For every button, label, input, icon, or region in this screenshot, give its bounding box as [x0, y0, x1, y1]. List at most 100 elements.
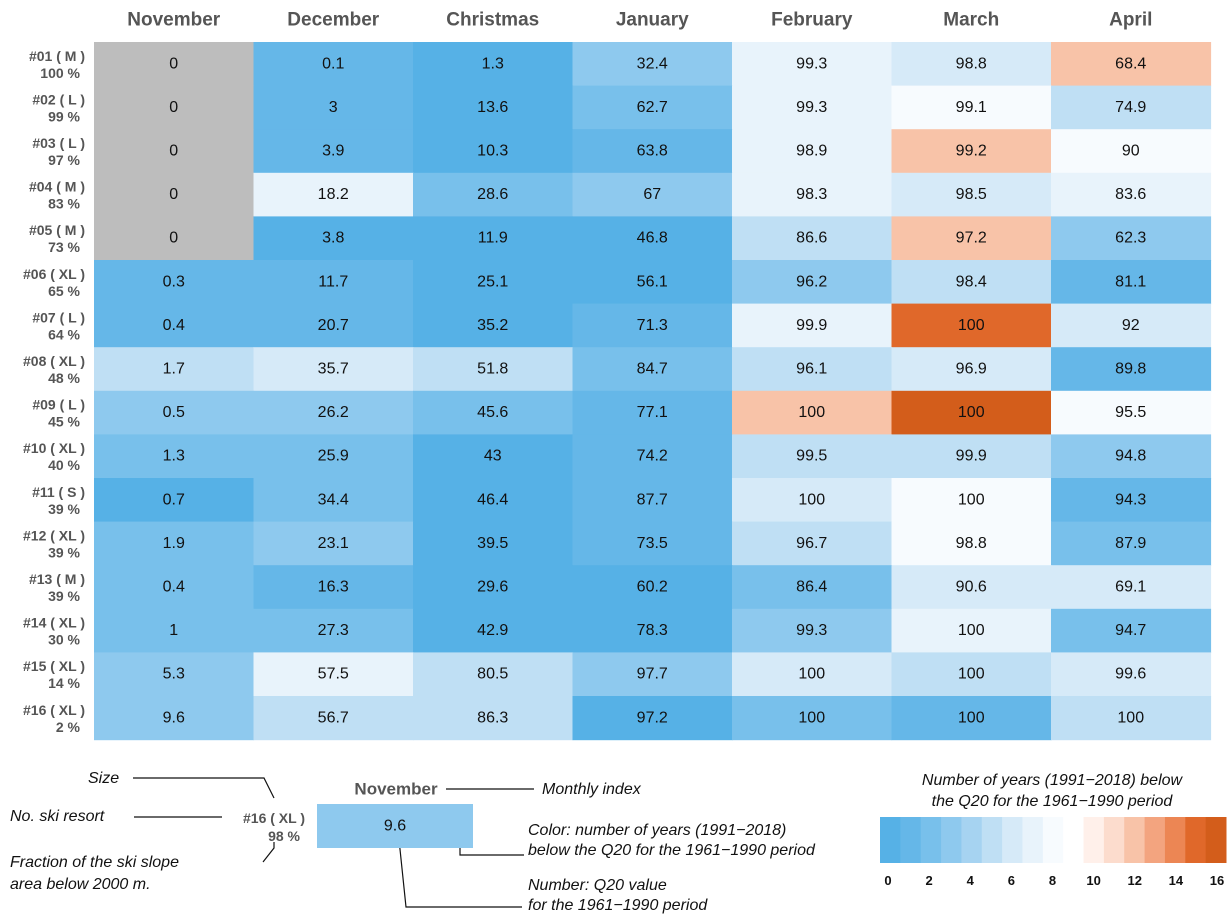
heatmap-cell [253, 652, 414, 697]
heatmap-cell [94, 478, 255, 523]
heatmap-cell [413, 303, 574, 348]
cell-value: 39.5 [477, 535, 508, 552]
colorbar-segment [1002, 817, 1023, 863]
heatmap-cell [572, 303, 733, 348]
color-label-line1: Color: number of years (1991−2018) [528, 822, 786, 839]
colorbar-segment [1124, 817, 1146, 863]
cell-value: 0.3 [163, 273, 185, 290]
colorbar-segment [1164, 817, 1186, 863]
heatmap-cell [253, 129, 414, 174]
heatmap-cell [572, 521, 733, 566]
colorbar-title-line1: Number of years (1991−2018) below [922, 772, 1184, 789]
cell-value: 63.8 [637, 143, 668, 160]
colorbar-segment [880, 817, 901, 863]
heatmap-cell [94, 390, 255, 435]
heatmap-cell [572, 608, 733, 653]
cell-value: 9.6 [163, 709, 185, 726]
column-label-april: April [1109, 10, 1152, 31]
heatmap-cell [891, 478, 1052, 523]
heatmap-cell [732, 303, 893, 348]
cell-value: 18.2 [318, 186, 349, 203]
cell-value: 87.7 [637, 491, 668, 508]
cell-value: 97.2 [637, 709, 668, 726]
heatmap-cell [413, 608, 574, 653]
cell-value: 98.9 [796, 143, 827, 160]
heatmap-cell [891, 652, 1052, 697]
heatmap-cell [94, 216, 255, 261]
cell-value: 1.7 [163, 361, 185, 378]
row-label-id: #14 ( XL ) [23, 615, 85, 631]
heatmap-cell [891, 434, 1052, 479]
heatmap-cell [253, 172, 414, 217]
heatmap-cell [253, 521, 414, 566]
heatmap-cell [732, 565, 893, 610]
cell-value: 86.6 [796, 230, 827, 247]
cell-value: 42.9 [477, 622, 508, 639]
example-id: #16 ( XL ) [243, 810, 305, 826]
cell-value: 0 [169, 55, 178, 72]
heatmap-cell [732, 129, 893, 174]
cell-value: 99.3 [796, 622, 827, 639]
cell-value: 100 [958, 491, 985, 508]
cell-value: 5.3 [163, 666, 185, 683]
cell-value: 100 [798, 404, 825, 421]
row-label-id: #06 ( XL ) [23, 266, 85, 282]
cell-value: 26.2 [318, 404, 349, 421]
cell-value: 89.8 [1115, 361, 1146, 378]
cell-value: 0.7 [163, 491, 185, 508]
heatmap-cell [572, 347, 733, 392]
cell-value: 98.3 [796, 186, 827, 203]
colorbar-tick-label: 2 [926, 873, 933, 888]
cell-value: 100 [958, 622, 985, 639]
cell-value: 94.8 [1115, 448, 1146, 465]
column-label-march: March [943, 10, 999, 31]
cell-value: 74.2 [637, 448, 668, 465]
heatmap-cell [253, 608, 414, 653]
heatmap-cell [253, 347, 414, 392]
colorbar-segment [961, 817, 983, 863]
heatmap-cell [1051, 434, 1212, 479]
colorbar-segment [1205, 817, 1227, 863]
heatmap-cell [413, 85, 574, 130]
row-label-id: #10 ( XL ) [23, 440, 85, 456]
colorbar-segment [1185, 817, 1207, 863]
row-label-id: #15 ( XL ) [23, 658, 85, 674]
row-label-fraction: 39 % [48, 588, 80, 604]
heatmap-cell [1051, 260, 1212, 305]
column-label-february: February [771, 10, 853, 31]
row-label-id: #04 ( M ) [29, 179, 85, 195]
cell-value: 98.4 [956, 273, 987, 290]
heatmap-cell [891, 565, 1052, 610]
cell-value: 10.3 [477, 143, 508, 160]
colorbar-segment [1103, 817, 1125, 863]
cell-value: 100 [1117, 709, 1144, 726]
example-fraction: 98 % [268, 828, 300, 844]
row-label-fraction: 39 % [48, 501, 80, 517]
row-label-id: #09 ( L ) [32, 397, 85, 413]
cell-value: 28.6 [477, 186, 508, 203]
cell-value: 27.3 [318, 622, 349, 639]
heatmap-cell [891, 521, 1052, 566]
heatmap-cell [732, 696, 893, 741]
cell-value: 23.1 [318, 535, 349, 552]
cell-value: 100 [798, 709, 825, 726]
heatmap-cell [1051, 390, 1212, 435]
row-label-fraction: 39 % [48, 544, 80, 560]
number-label-line2: for the 1961−1990 period [528, 897, 708, 914]
heatmap-cell [94, 521, 255, 566]
fraction-label-line2: area below 2000 m. [10, 876, 151, 893]
cell-value: 100 [958, 666, 985, 683]
cell-value: 1.9 [163, 535, 185, 552]
column-label-january: January [616, 10, 689, 31]
cell-value: 94.7 [1115, 622, 1146, 639]
heatmap-cell [413, 347, 574, 392]
cell-value: 35.7 [318, 361, 349, 378]
row-label-fraction: 48 % [48, 370, 80, 386]
heatmap-cell [891, 85, 1052, 130]
cell-value: 0 [169, 99, 178, 116]
color-label-line2: below the Q20 for the 1961−1990 period [528, 842, 816, 859]
heatmap-cell [253, 42, 414, 87]
row-label-id: #03 ( L ) [32, 135, 85, 151]
cell-value: 3 [329, 99, 338, 116]
cell-value: 94.3 [1115, 491, 1146, 508]
